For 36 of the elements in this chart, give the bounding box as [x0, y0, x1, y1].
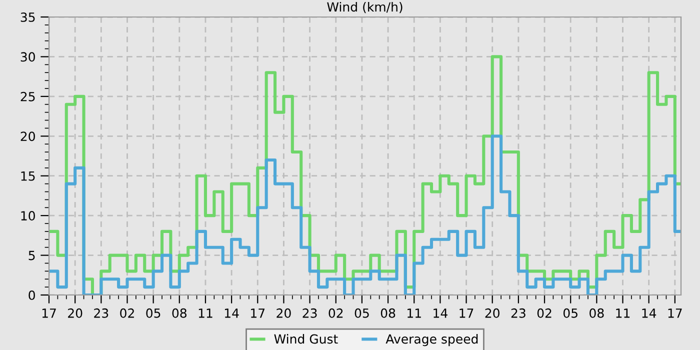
x-tick-label: 17 — [668, 308, 682, 318]
x-tick-label: 08 — [380, 308, 396, 318]
x-tick-label: 14 — [434, 308, 448, 318]
y-tick-label: 30 — [20, 52, 35, 62]
x-tick-label: 17 — [42, 308, 56, 318]
x-tick-label: 17 — [460, 308, 474, 318]
x-tick-label: 11 — [198, 308, 212, 318]
x-tick-label: 20 — [68, 308, 82, 318]
legend-label: Wind Gust — [274, 334, 338, 344]
x-tick-label: 05 — [146, 308, 160, 318]
y-tick-label: 20 — [20, 132, 35, 142]
legend-label: Average speed — [386, 334, 478, 346]
y-tick-label: 5 — [28, 250, 35, 260]
x-tick-label: 02 — [120, 308, 134, 318]
x-tick-label: 08 — [590, 308, 604, 318]
x-tick-label: 05 — [354, 308, 369, 318]
x-tick-label: 23 — [302, 308, 317, 318]
chart-title: Wind (km/h) — [327, 2, 402, 14]
x-tick-label: 05 — [563, 308, 578, 318]
y-tick-label: 10 — [21, 211, 35, 220]
x-tick-label: 02 — [537, 308, 552, 318]
x-tick-label: 14 — [224, 308, 239, 318]
x-tick-label: 08 — [172, 308, 186, 318]
x-tick-label: 23 — [94, 308, 108, 318]
y-tick-label: 25 — [20, 92, 35, 102]
y-tick-label: 15 — [21, 171, 35, 181]
x-tick-label: 20 — [276, 308, 291, 318]
y-tick-label: 35 — [20, 12, 35, 22]
x-tick-label: 14 — [642, 308, 656, 318]
x-tick-label: 23 — [511, 308, 526, 318]
x-tick-label: 02 — [328, 308, 343, 318]
x-tick-label: 11 — [408, 308, 421, 318]
x-tick-label: 17 — [251, 308, 265, 318]
x-tick-label: 11 — [616, 308, 630, 318]
x-tick-label: 20 — [485, 308, 500, 318]
y-tick-label: 0 — [28, 290, 35, 300]
